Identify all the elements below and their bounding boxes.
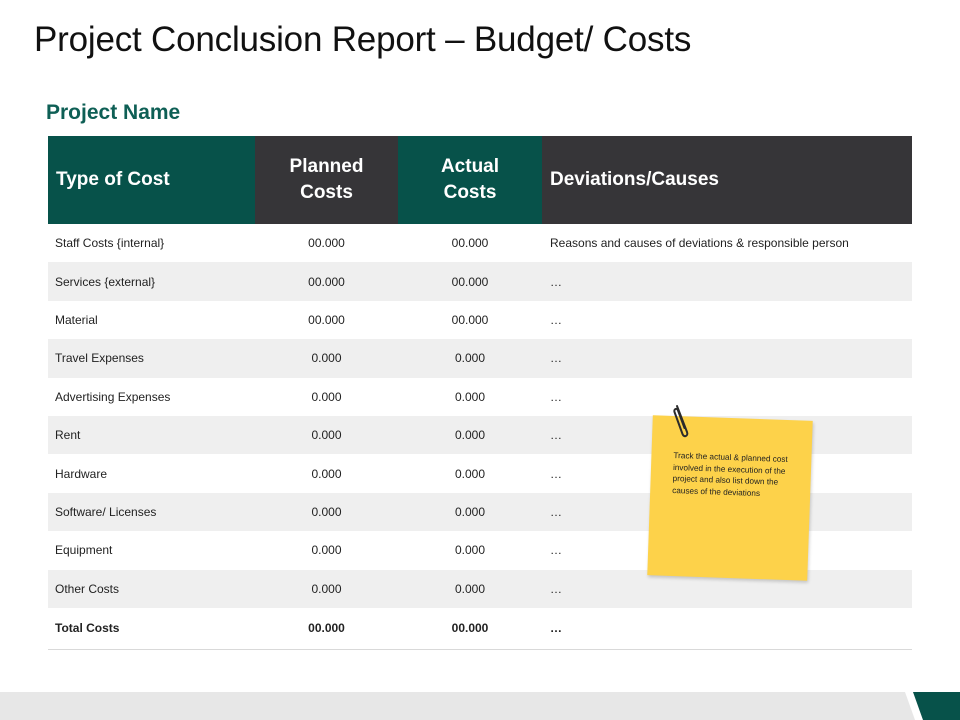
total-deviation: … [542,607,912,650]
cell-actual-cost: 0.000 [454,389,486,404]
header-row: Type of Cost Planned Costs Actual Costs … [48,136,912,224]
cell-actual-cost: 00.000 [451,312,489,327]
cell-type-of-cost: Material [55,312,98,327]
cell-type-of-cost: Advertising Expenses [55,389,171,404]
cell-planned-cost: 0.000 [311,543,342,558]
cell-type-of-cost: Equipment [55,543,113,558]
cell-type-of-cost: Software/ Licenses [48,492,255,532]
total-planned-cost: 00.000 [255,607,398,650]
cell-deviation: … [550,466,562,481]
table-row: Advertising Expenses 0.000 0.000 … [48,378,912,416]
header-planned-line1: Planned [289,156,364,177]
total-row: Total Costs 00.000 00.000 … [48,607,912,650]
cell-type-of-cost: Travel Expenses [48,339,255,378]
cell-planned-cost: 0.000 [255,339,398,378]
cell-planned-cost: 0.000 [255,415,398,455]
sticky-note-text: Track the actual & planned cost involved… [672,451,788,498]
header-actual-line1: Actual [440,156,500,177]
slide-title: Project Conclusion Report – Budget/ Cost… [34,20,692,59]
cell-actual-cost: 00.000 [451,236,489,251]
table-row: Hardware 0.000 0.000 … [48,454,912,492]
cell-actual-cost: 0.000 [454,466,486,481]
cell-planned-cost: 0.000 [311,389,342,404]
table-row: Other Costs 0.000 0.000 … [48,569,912,608]
cell-type-of-cost: Other Costs [48,569,255,608]
header-actual-line2: Costs [443,182,497,203]
cell-deviation: Reasons and causes of deviations & respo… [550,236,849,251]
header-planned-costs: Planned Costs [255,136,398,224]
cell-actual-cost: 00.000 [398,262,542,301]
cell-type-of-cost: Staff Costs {internal} [55,236,165,251]
table-row: Services {external} 00.000 00.000 … [48,262,912,301]
cell-deviation: … [542,262,912,301]
project-name: Project Name [46,101,181,124]
total-actual-cost: 00.000 [398,607,542,650]
header-actual-costs: Actual Costs [398,136,542,224]
cell-planned-cost: 0.000 [255,569,398,608]
cell-planned-cost: 00.000 [308,236,345,251]
cell-planned-cost: 00.000 [308,312,345,327]
cell-planned-cost: 0.000 [311,466,342,481]
cell-type-of-cost: Rent [48,415,255,455]
cell-actual-cost: 0.000 [398,492,542,532]
cell-deviation: … [550,312,562,327]
total-label: Total Costs [48,607,255,650]
footer-accent-shape [905,692,960,720]
cell-actual-cost: 0.000 [398,569,542,608]
cell-deviation: … [542,339,912,378]
table-row: Staff Costs {internal} 00.000 00.000 Rea… [48,224,912,262]
header-planned-line2: Costs [300,182,353,203]
cell-actual-cost: 0.000 [398,339,542,378]
cell-type-of-cost: Hardware [55,466,108,481]
cell-planned-cost: 00.000 [255,262,398,301]
footer-band [0,692,960,720]
cell-type-of-cost: Services {external} [48,262,255,301]
table-row: Equipment 0.000 0.000 … [48,531,912,569]
cell-deviation: … [550,389,562,404]
cell-deviation: … [550,543,562,558]
paperclip-icon [673,405,689,438]
cell-actual-cost: 0.000 [454,543,486,558]
header-type-of-cost: Type of Cost [48,136,255,224]
cell-planned-cost: 0.000 [255,492,398,532]
table-row: Travel Expenses 0.000 0.000 … [48,339,912,378]
table-row: Material 00.000 00.000 … [48,301,912,339]
cell-actual-cost: 0.000 [398,415,542,455]
header-deviations-causes: Deviations/Causes [542,136,912,224]
